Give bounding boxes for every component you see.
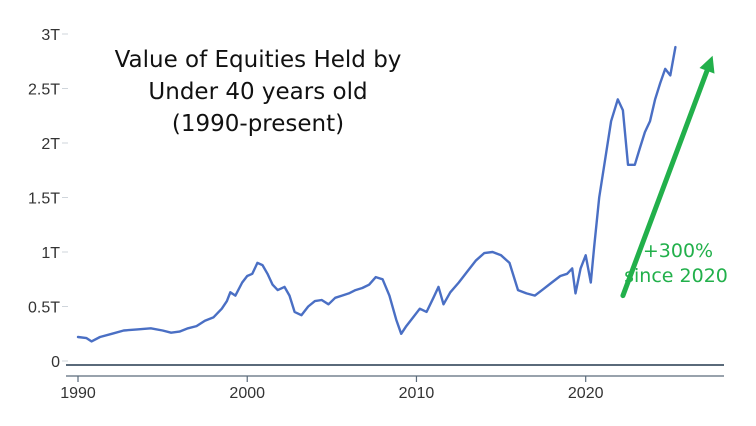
x-tick-label: 2000: [229, 385, 265, 402]
growth-annotation: +300% since 2020: [620, 55, 728, 299]
x-axis: 1990 2000 2010 2020: [60, 364, 724, 402]
y-axis: 0 0.5T 1T 1.5T 2T 2.5T 3T: [28, 27, 68, 371]
y-tick-label: 2T: [41, 136, 60, 153]
growth-arrow-head: [699, 55, 715, 74]
x-tick-label: 2020: [568, 385, 604, 402]
growth-arrow-shaft: [620, 68, 710, 299]
x-tick-label: 1990: [60, 385, 96, 402]
y-tick-label: 0: [51, 354, 60, 371]
annotation-line-1: +300%: [643, 240, 713, 262]
title-line-3: (1990-present): [172, 111, 344, 137]
chart-title: Value of Equities Held by Under 40 years…: [115, 47, 402, 137]
x-tick-label: 2010: [399, 385, 435, 402]
plot-area: [76, 45, 677, 343]
annotation-line-2: since 2020: [624, 265, 728, 287]
y-tick-label: 3T: [41, 27, 60, 44]
y-tick-label: 2.5T: [28, 82, 60, 99]
title-line-1: Value of Equities Held by: [115, 47, 402, 73]
y-tick-label: 1.5T: [28, 191, 60, 208]
y-tick-label: 1T: [41, 245, 60, 262]
title-line-2: Under 40 years old: [148, 79, 367, 105]
y-tick-label: 0.5T: [28, 300, 60, 317]
series-line: [76, 45, 677, 343]
